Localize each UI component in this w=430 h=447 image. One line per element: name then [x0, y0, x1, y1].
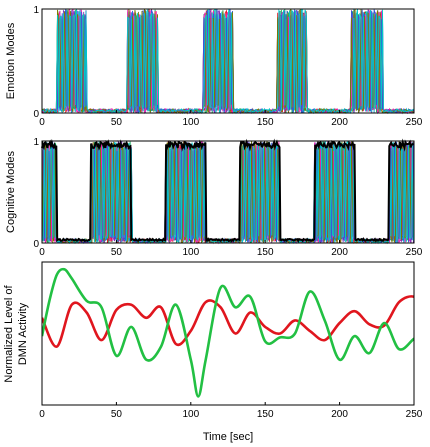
- cognitive-ticks: 0 50 100 150 200 250 0 1: [33, 137, 422, 258]
- cognitive-plot-frame: [41, 140, 415, 244]
- mode-line: [41, 8, 414, 114]
- x-tick-label: 200: [331, 409, 348, 420]
- y-tick-label: 0: [33, 109, 39, 120]
- x-tick-label: 0: [39, 247, 45, 258]
- mode-envelope-line: [41, 138, 414, 243]
- x-tick-label: 50: [111, 117, 123, 128]
- x-tick-label: 200: [331, 117, 348, 128]
- cognitive-mode-lines: [41, 138, 414, 245]
- emotion-plot-frame: [41, 8, 415, 114]
- emotion-panel: 0 50 100 150 200 250 0 1 Emotion Modes: [5, 5, 423, 128]
- x-tick-label: 150: [257, 247, 274, 258]
- time-x-axis-label: Time [sec]: [203, 431, 253, 443]
- x-tick-label: 100: [182, 409, 199, 420]
- dmn-series-line: [42, 267, 414, 398]
- emotion-ticks: 0 50 100 150 200 250 0 1: [33, 5, 422, 128]
- mode-line: [41, 140, 414, 245]
- dmn-y-axis-label-line2: DMN Activity: [17, 302, 29, 365]
- x-tick-label: 50: [111, 247, 123, 258]
- x-tick-label: 150: [257, 117, 274, 128]
- x-tick-label: 150: [257, 409, 274, 420]
- x-tick-label: 0: [39, 117, 45, 128]
- x-tick-label: 100: [182, 247, 199, 258]
- emotion-y-axis-label: Emotion Modes: [5, 22, 17, 99]
- dmn-y-axis-label-line1: Normalized Level of: [3, 284, 15, 382]
- dmn-plot-frame: [41, 261, 415, 406]
- x-tick-label: 250: [406, 117, 423, 128]
- x-tick-label: 50: [111, 409, 123, 420]
- x-tick-label: 200: [331, 247, 348, 258]
- y-tick-label: 1: [33, 137, 39, 148]
- x-tick-label: 250: [406, 247, 423, 258]
- x-tick-label: 100: [182, 117, 199, 128]
- cognitive-y-axis-label: Cognitive Modes: [5, 151, 17, 233]
- mode-line: [41, 8, 414, 115]
- y-tick-label: 1: [33, 5, 39, 16]
- mode-line: [41, 8, 414, 115]
- dmn-ticks: 0 50 100 150 200 250: [39, 402, 423, 420]
- x-tick-label: 250: [406, 409, 423, 420]
- dmn-series-line: [42, 295, 414, 348]
- x-tick-label: 0: [39, 409, 45, 420]
- dmn-activity-lines: [42, 267, 414, 398]
- cognitive-panel: 0 50 100 150 200 250 0 1 Cognitive Modes: [5, 137, 423, 258]
- dmn-panel: 0 50 100 150 200 250 Normalized Level of DMN …: [3, 261, 423, 443]
- y-tick-label: 0: [33, 239, 39, 250]
- emotion-mode-lines: [41, 8, 414, 115]
